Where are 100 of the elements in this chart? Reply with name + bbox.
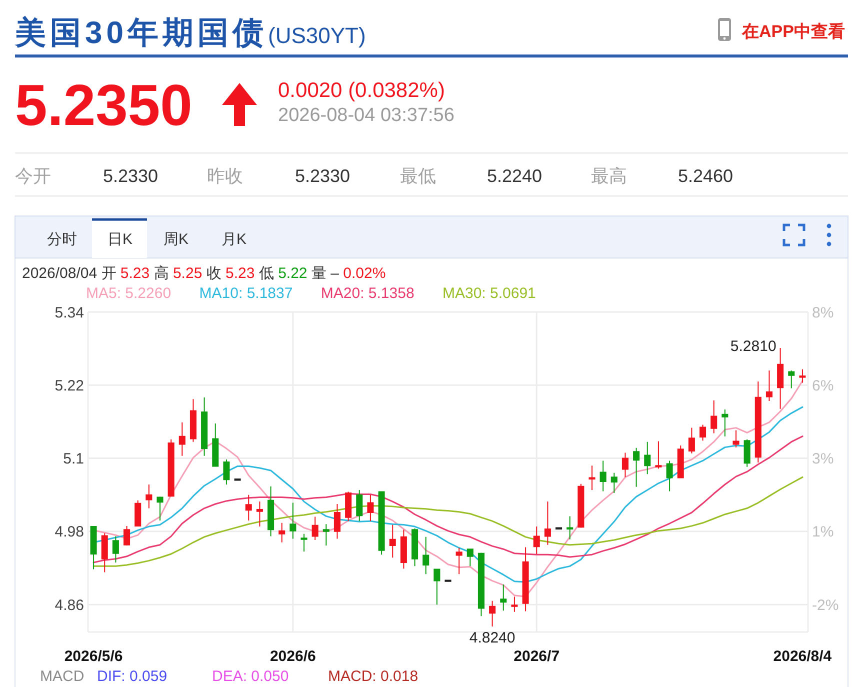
text: 昨收: [207, 166, 243, 186]
candlestick: [146, 484, 152, 509]
candlestick: [223, 459, 230, 485]
y-tick-label: 5.34: [54, 304, 84, 322]
x-tick-label: 2026/7: [514, 648, 560, 665]
candlestick: [754, 380, 762, 464]
candlestick: [722, 409, 728, 437]
text: 2026-08-04 03:37:56: [278, 105, 454, 126]
candlestick: [434, 568, 440, 606]
text: MACD: [40, 668, 84, 685]
y-tick-label: 4.98: [54, 524, 84, 541]
y-tick-label: 5.1: [63, 450, 84, 468]
candlestick: [290, 502, 296, 540]
candlestick: [322, 524, 330, 546]
text: MA5: 5.2260: [86, 285, 172, 302]
y2-tick-label: 6%: [812, 377, 834, 394]
y2-tick-label: 8%: [812, 304, 834, 322]
text: 5.2240: [487, 166, 542, 186]
candlestick: [732, 430, 740, 448]
candlestick: [201, 396, 208, 456]
candlestick: [788, 370, 795, 389]
candlestick: [710, 400, 718, 434]
candlestick: [112, 536, 119, 564]
text: 5.2330: [295, 166, 350, 186]
x-tick-label: 2026/8/4: [773, 648, 832, 665]
text: 5.2330: [103, 166, 158, 186]
text: 美国30年期国债: [14, 15, 268, 50]
candlestick: [268, 486, 274, 537]
text: 最低: [400, 166, 436, 186]
candlestick: [578, 483, 584, 528]
candlestick: [610, 472, 618, 494]
candlestick: [356, 489, 363, 522]
text: 日K: [107, 231, 133, 248]
text: 分时: [47, 231, 77, 248]
candlestick: [622, 452, 628, 478]
candlestick: [412, 528, 418, 567]
candlestick: [190, 398, 196, 442]
y-tick-label: 5.22: [54, 377, 84, 394]
y-tick-label: 4.86: [54, 596, 84, 614]
candlestick: [666, 460, 673, 492]
x-tick-label: 2026/6: [270, 648, 316, 665]
candlestick: [367, 494, 374, 522]
candlestick: [544, 501, 551, 546]
candlestick: [300, 533, 308, 552]
candlestick: [345, 491, 352, 522]
text: MACD: 0.018: [328, 668, 418, 685]
candlestick: [378, 491, 385, 556]
candlestick: [777, 347, 784, 410]
candlestick: [156, 496, 164, 521]
candlestick: [600, 460, 606, 492]
candlestick: [700, 424, 706, 442]
candlestick: [566, 516, 574, 540]
text: DEA: 0.050: [212, 668, 289, 685]
text: DIF: 0.059: [97, 668, 168, 685]
candlestick: [178, 422, 186, 456]
candlestick: [533, 526, 540, 554]
candlestick: [312, 516, 318, 540]
candlestick: [101, 532, 108, 573]
y2-tick-label: 1%: [812, 524, 834, 541]
candlestick: [422, 536, 430, 575]
text: MA10: 5.1837: [199, 285, 293, 302]
candlestick: [500, 584, 507, 612]
candlestick: [489, 600, 496, 628]
candlestick: [478, 552, 484, 617]
line-series: [92, 476, 804, 567]
text: MA30: 5.0691: [442, 285, 536, 302]
candlestick: [389, 524, 396, 558]
candlestick: [644, 441, 651, 475]
candlestick: [799, 368, 806, 384]
annotation: 5.2810: [730, 338, 776, 355]
text: 月K: [221, 231, 247, 248]
candlestick: [677, 444, 684, 478]
candlestick: [588, 465, 596, 490]
candlestick: [212, 423, 219, 467]
candlestick: [245, 494, 252, 521]
candlestick: [134, 500, 142, 528]
candlestick: [124, 525, 130, 546]
candlestick: [400, 529, 407, 570]
line-series: [92, 436, 804, 564]
x-tick-label: 2026/5/6: [64, 648, 123, 665]
text: (US30YT): [268, 23, 366, 48]
candlestick: [256, 501, 263, 528]
candlestick: [466, 548, 474, 567]
text: 在APP中查看: [741, 22, 845, 41]
candlestick: [278, 522, 286, 543]
text: 周K: [163, 231, 189, 248]
text: 5.2350: [15, 73, 192, 138]
text: 5.2460: [678, 166, 734, 186]
y2-tick-label: 3%: [812, 450, 834, 468]
candlestick: [168, 438, 174, 498]
candlestick: [456, 547, 462, 575]
candlestick: [655, 440, 662, 470]
text: 2026/08/04 开 5.23 高 5.25 收 5.23 低 5.22 量 – 0.02%: [22, 265, 386, 282]
text: 0.0020 (0.0382%): [278, 79, 445, 102]
candlestick: [334, 504, 340, 540]
candlestick: [744, 438, 750, 468]
candlestick: [688, 427, 695, 454]
candlestick: [766, 370, 772, 402]
text: 最高: [591, 166, 627, 186]
candlestick: [511, 596, 518, 612]
